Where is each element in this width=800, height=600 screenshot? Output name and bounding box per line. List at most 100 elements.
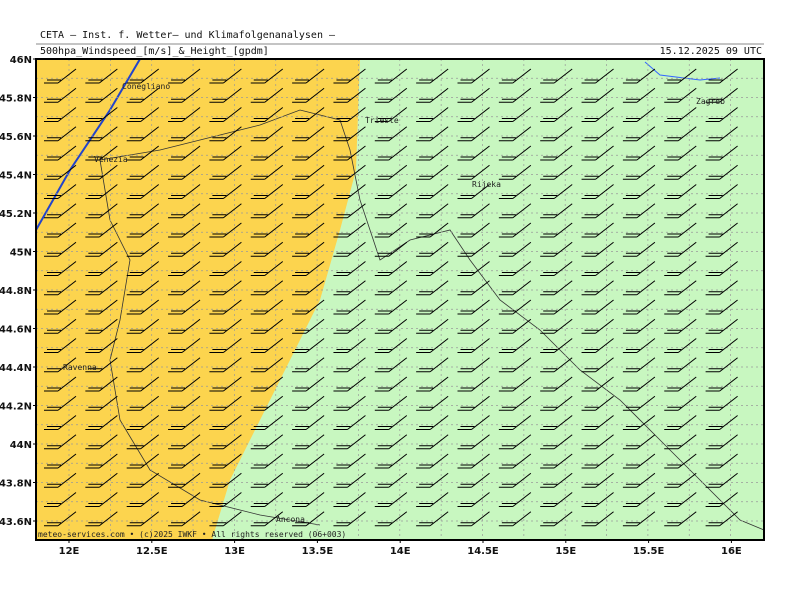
- wind-barb: [168, 241, 201, 257]
- wind-barb: [416, 241, 449, 257]
- wind-barb: [333, 261, 366, 276]
- wind-barb: [622, 241, 656, 257]
- wind-barb: [85, 511, 118, 527]
- wind-barb: [705, 68, 738, 84]
- wind-barb: [44, 87, 77, 103]
- wind-barb: [498, 68, 532, 84]
- wind-barb: [457, 203, 490, 219]
- wind-barb: [622, 280, 656, 296]
- wind-barb: [581, 395, 614, 411]
- wind-barb: [581, 222, 614, 238]
- wind-barb: [581, 318, 614, 334]
- wind-barb: [540, 145, 573, 161]
- wind-barb: [540, 261, 573, 276]
- wind-barb: [540, 222, 573, 238]
- wind-barb: [416, 68, 449, 84]
- wind-barb: [374, 318, 408, 334]
- map-area: [35, 58, 765, 540]
- wind-barb: [168, 376, 201, 392]
- wind-barb: [333, 145, 366, 161]
- wind-barb: [333, 415, 366, 430]
- wind-barb: [705, 261, 738, 276]
- wind-barb: [498, 338, 532, 353]
- wind-barb: [44, 241, 77, 257]
- wind-barb: [622, 357, 656, 373]
- wind-barb: [581, 511, 614, 527]
- wind-barb: [705, 472, 738, 488]
- wind-barb: [209, 145, 242, 161]
- wind-barb: [333, 453, 366, 469]
- lat-label: 44.6N: [0, 325, 32, 336]
- wind-barb: [209, 492, 242, 507]
- wind-barb: [622, 164, 656, 180]
- wind-barb: [581, 453, 614, 469]
- lat-label: 45.4N: [0, 171, 32, 182]
- wind-barb: [126, 241, 160, 257]
- wind-barbs: [44, 68, 738, 527]
- wind-barb: [416, 145, 449, 161]
- wind-barb: [168, 318, 201, 334]
- wind-barb: [85, 395, 118, 411]
- wind-barb: [250, 222, 284, 238]
- wind-barb: [250, 299, 284, 315]
- wind-barb: [250, 376, 284, 392]
- wind-barb: [498, 184, 532, 199]
- wind-barb: [333, 241, 366, 257]
- wind-barb: [44, 68, 77, 84]
- wind-barb: [622, 415, 656, 430]
- wind-barb: [374, 511, 408, 527]
- wind-barb: [126, 492, 160, 507]
- wind-barb: [292, 241, 325, 257]
- wind-barb: [457, 261, 490, 276]
- wind-barb: [540, 107, 573, 122]
- wind-barb: [457, 511, 490, 527]
- coastline: [99, 109, 765, 531]
- wind-barb: [540, 492, 573, 507]
- wind-barb: [705, 222, 738, 238]
- wind-barb: [250, 145, 284, 161]
- wind-barb: [581, 87, 614, 103]
- wind-barb: [664, 415, 697, 430]
- wind-barb: [540, 453, 573, 469]
- wind-barb: [540, 338, 573, 353]
- wind-barb: [44, 145, 77, 161]
- wind-barb: [292, 126, 325, 142]
- header-date: 15.12.2025 09 UTC: [660, 46, 762, 57]
- wind-barb: [705, 338, 738, 353]
- wind-barb: [581, 472, 614, 488]
- coastline: [99, 159, 321, 526]
- wind-barb: [126, 87, 160, 103]
- wind-barb: [374, 164, 408, 180]
- lat-label: 44.4N: [0, 363, 32, 374]
- wind-barb: [85, 434, 118, 450]
- wind-barb: [85, 299, 118, 315]
- wind-barb: [705, 376, 738, 392]
- wind-barb: [457, 318, 490, 334]
- wind-barb: [540, 280, 573, 296]
- wind-barb: [374, 107, 408, 122]
- wind-barb: [581, 415, 614, 430]
- wind-barb: [292, 492, 325, 507]
- wind-barb: [457, 126, 490, 142]
- wind-barb: [44, 415, 77, 430]
- wind-barb: [498, 511, 532, 527]
- wind-barb: [664, 241, 697, 257]
- wind-barb: [664, 222, 697, 238]
- wind-barb: [168, 492, 201, 507]
- wind-barb: [209, 184, 242, 199]
- wind-barb: [126, 107, 160, 122]
- wind-barb: [85, 453, 118, 469]
- wind-barb: [581, 184, 614, 199]
- wind-barb: [540, 164, 573, 180]
- wind-barb: [498, 164, 532, 180]
- wind-barb: [498, 376, 532, 392]
- wind-barb: [209, 164, 242, 180]
- wind-barb: [374, 472, 408, 488]
- wind-barb: [250, 453, 284, 469]
- wind-barb: [705, 280, 738, 296]
- wind-barb: [498, 492, 532, 507]
- wind-barb: [168, 222, 201, 238]
- wind-barb: [209, 357, 242, 373]
- wind-barb: [292, 415, 325, 430]
- wind-barb: [126, 222, 160, 238]
